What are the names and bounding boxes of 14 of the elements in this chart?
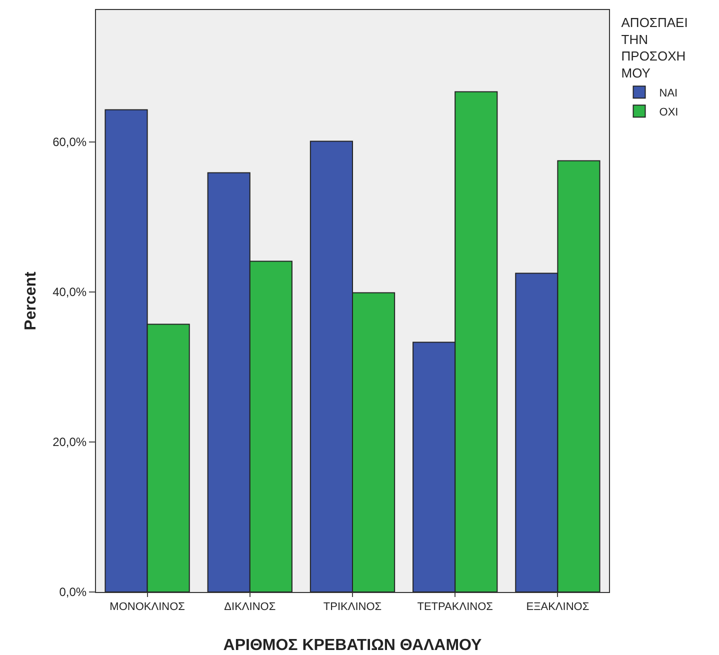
- legend-title: ΑΠΟΣΠΑΕΙ ΤΗΝ ΠΡΟΣΟΧΗ ΜΟΥ: [621, 14, 688, 81]
- y-tick-label: 60,0%: [52, 135, 87, 150]
- x-tick-label: ΜΟΝΟΚΛΙΝΟΣ: [110, 601, 186, 614]
- x-tick-label: ΤΕΤΡΑΚΛΙΝΟΣ: [417, 601, 494, 614]
- y-axis-title: Percent: [22, 270, 40, 330]
- x-tick-label: ΤΡΙΚΛΙΝΟΣ: [323, 601, 382, 614]
- legend-label: ΟΧΙ: [659, 106, 678, 118]
- x-tick-label: ΔΙΚΛΙΝΟΣ: [224, 601, 276, 614]
- y-tick-label: 40,0%: [52, 285, 87, 300]
- y-tick-label: 0,0%: [59, 585, 87, 600]
- legend-label: ΝΑΙ: [659, 87, 678, 100]
- y-tick-label: 20,0%: [52, 435, 87, 450]
- x-axis-title: ΑΡΙΘΜΟΣ ΚΡΕΒΑΤΙΩΝ ΘΑΛΑΜΟΥ: [223, 637, 482, 654]
- x-tick-label: ΕΞΑΚΛΙΝΟΣ: [526, 601, 590, 614]
